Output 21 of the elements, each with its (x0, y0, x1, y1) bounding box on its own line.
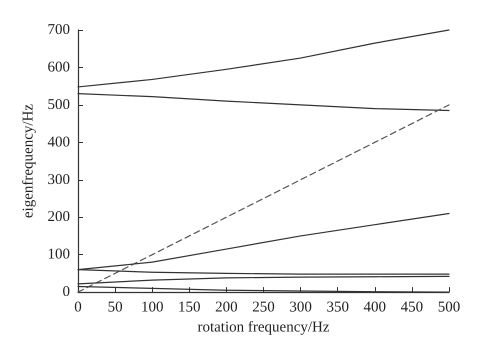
y-tick-label: 200 (48, 209, 70, 226)
x-tick-label: 100 (140, 300, 164, 316)
x-tick-label: 200 (215, 300, 238, 316)
y-tick-label: 500 (48, 96, 70, 113)
y-tick-label: 700 (48, 22, 70, 38)
x-axis-title: rotation frequency/Hz (197, 320, 330, 336)
y-tick-label: 600 (48, 59, 70, 76)
y-tick-label: 0 (62, 284, 70, 300)
x-tick-label: 50 (108, 300, 123, 316)
x-tick-label: 150 (178, 300, 201, 316)
x-tick-label: 0 (74, 300, 82, 316)
x-tick-label: 450 (400, 300, 424, 316)
y-tick-label: 300 (48, 172, 70, 188)
y-axis-title: eigenfrequency/Hz (20, 104, 36, 218)
x-tick-label: 300 (289, 300, 312, 316)
x-tick-label: 400 (364, 300, 386, 316)
x-tick-label: 250 (252, 300, 275, 316)
y-tick-label: 400 (48, 134, 70, 150)
y-tick-label: 100 (48, 246, 70, 263)
x-tick-label: 500 (438, 300, 460, 316)
x-tick-label: 350 (326, 300, 349, 316)
